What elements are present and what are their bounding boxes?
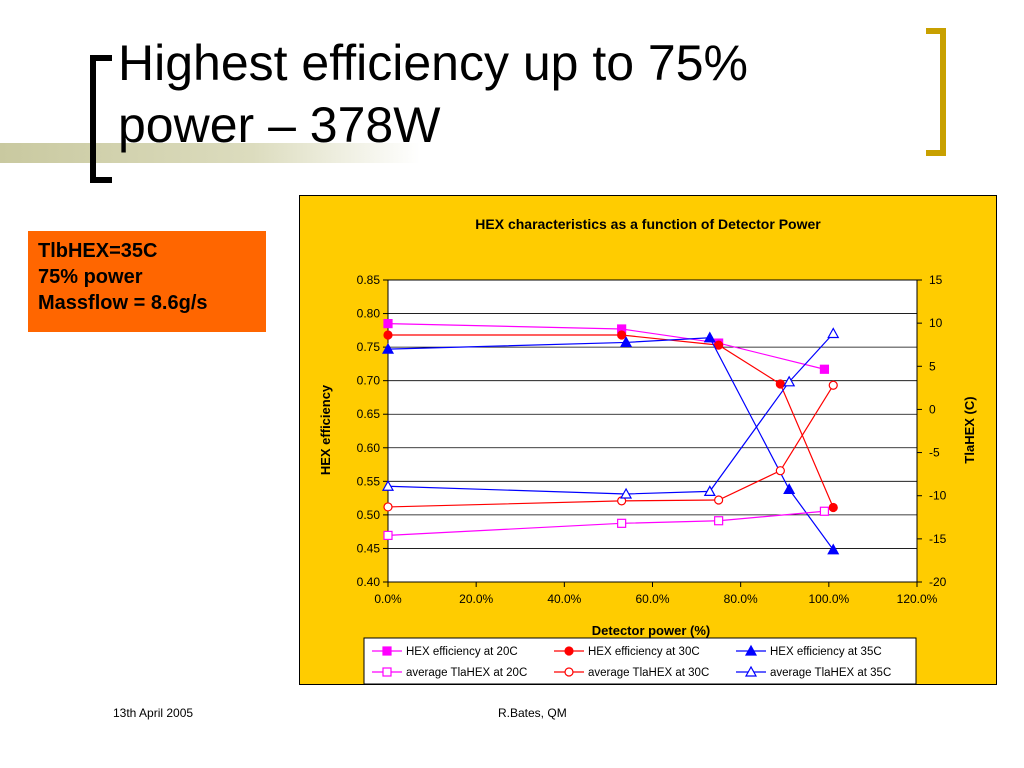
data-point-series-5	[775, 466, 785, 476]
y-tick-label: 0.80	[357, 307, 381, 321]
series-line-4	[387, 510, 825, 537]
data-point-series-1	[819, 364, 830, 374]
legend-marker-1	[382, 646, 392, 656]
y2-tick-label: 15	[929, 273, 943, 287]
plot-area	[388, 280, 917, 582]
y2-tick-label: -15	[929, 532, 947, 546]
data-point-series-5	[828, 380, 838, 390]
data-point-series-4	[714, 516, 724, 526]
y2-axis-label: TlaHEX (C)	[962, 396, 977, 463]
y2-tick-label: 5	[929, 359, 936, 373]
data-point-series-6	[381, 479, 395, 491]
data-point-series-3	[783, 483, 796, 494]
y2-tick-label: 0	[929, 402, 936, 416]
y2-tick-label: -10	[929, 489, 947, 503]
slide-title-line-2: power – 378W	[118, 97, 441, 153]
series-line-1	[387, 323, 825, 370]
data-point-series-6	[703, 485, 716, 496]
slide-title: Highest efficiency up to 75% power – 378…	[118, 32, 918, 156]
x-tick-label: 60.0%	[635, 592, 669, 606]
x-tick-label: 0.0%	[374, 592, 402, 606]
legend-marker-2	[564, 646, 574, 656]
y-tick-label: 0.60	[357, 441, 381, 455]
plot-border	[387, 279, 918, 583]
x-axis-label: Detector power (%)	[592, 623, 710, 638]
data-point-series-3	[827, 543, 840, 555]
legend-label-5: average TlaHEX at 30C	[588, 667, 709, 679]
data-point-series-2	[617, 330, 627, 340]
data-point-series-5	[383, 502, 393, 512]
data-point-series-5	[714, 495, 724, 505]
data-point-series-4	[383, 530, 393, 541]
data-point-series-2	[383, 330, 393, 340]
data-point-series-2	[775, 379, 785, 389]
x-tick-label: 40.0%	[547, 592, 581, 606]
footer-author: R.Bates, QM	[498, 706, 567, 720]
data-point-series-4	[617, 518, 627, 528]
y2-tick-label: -20	[929, 575, 947, 589]
legend-marker-6	[744, 665, 758, 677]
data-point-series-4	[819, 506, 830, 516]
y-tick-label: 0.40	[357, 575, 381, 589]
data-point-series-2	[714, 340, 724, 350]
hex-characteristics-chart: HEX characteristics as a function of Det…	[318, 216, 977, 685]
title-accent-stripe	[0, 143, 420, 163]
data-point-series-3	[703, 331, 716, 343]
x-tick-label: 20.0%	[459, 592, 493, 606]
legend-label-4: average TlaHEX at 20C	[406, 667, 527, 679]
y-tick-label: 0.45	[357, 541, 381, 555]
data-point-series-6	[620, 487, 633, 499]
legend-label-1: HEX efficiency at 20C	[406, 646, 518, 658]
legend-label-6: average TlaHEX at 35C	[770, 667, 891, 679]
callout-line-massflow: Massflow = 8.6g/s	[38, 292, 208, 314]
y-tick-label: 0.70	[357, 374, 381, 388]
data-point-series-3	[381, 342, 395, 354]
legend-box	[363, 637, 917, 685]
y-tick-label: 0.50	[357, 508, 381, 522]
x-tick-label: 120.0%	[897, 592, 938, 606]
legend-marker-5	[564, 667, 574, 677]
data-point-series-3	[620, 336, 633, 348]
slide-title-line-1: Highest efficiency up to 75%	[118, 35, 749, 91]
y-tick-label: 0.85	[357, 273, 381, 287]
chart-area: HEX characteristics as a function of Det…	[299, 195, 997, 685]
legend-label-2: HEX efficiency at 30C	[588, 646, 700, 658]
x-tick-label: 80.0%	[724, 592, 758, 606]
right-bracket-decoration	[926, 28, 946, 156]
footer-date: 13th April 2005	[113, 706, 194, 720]
x-tick-label: 100.0%	[808, 592, 849, 606]
data-point-series-6	[783, 375, 796, 387]
y2-tick-label: 10	[929, 316, 943, 330]
y-tick-label: 0.75	[357, 340, 381, 354]
callout-line-temperature: TlbHEX=35C	[38, 240, 158, 262]
conditions-callout: TlbHEX=35C 75% power Massflow = 8.6g/s	[28, 231, 266, 332]
callout-line-power: 75% power	[38, 266, 143, 288]
left-bracket-decoration	[90, 55, 112, 183]
data-point-series-1	[383, 319, 393, 329]
data-point-series-6	[827, 327, 840, 339]
y2-tick-label: -5	[929, 446, 940, 460]
y-tick-label: 0.65	[357, 407, 381, 421]
legend-marker-3	[744, 644, 758, 656]
y-axis-label: HEX efficiency	[318, 384, 333, 475]
data-point-series-2	[828, 502, 838, 513]
legend-label-3: HEX efficiency at 35C	[770, 646, 882, 658]
chart-title: HEX characteristics as a function of Det…	[475, 216, 821, 232]
legend-marker-4	[382, 667, 392, 677]
y-tick-label: 0.55	[357, 474, 381, 488]
